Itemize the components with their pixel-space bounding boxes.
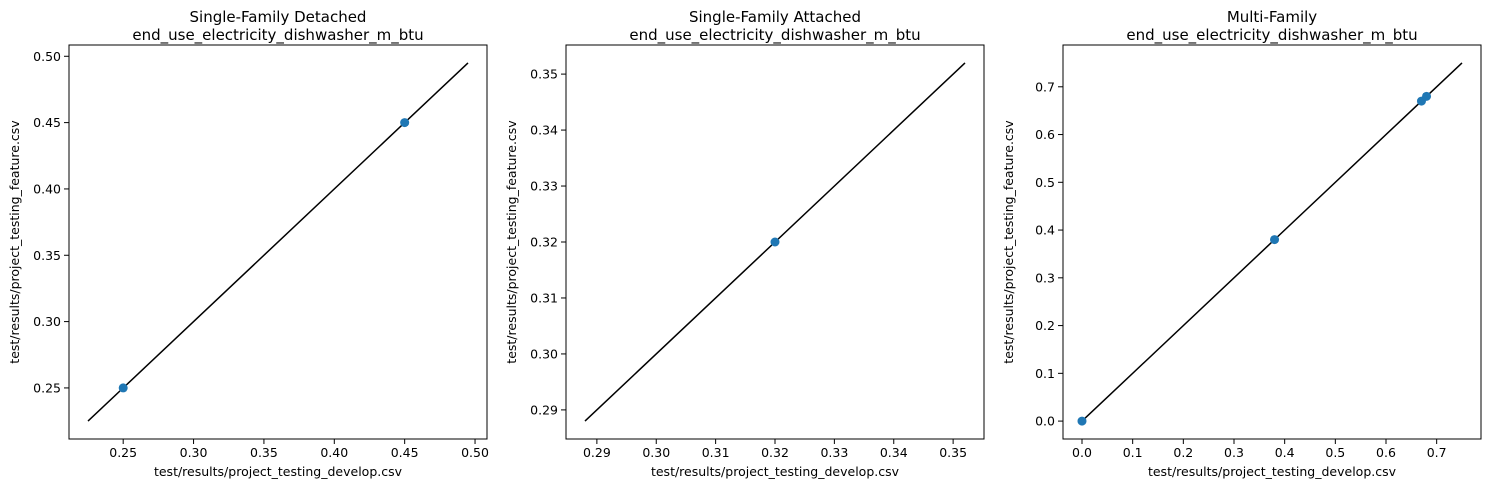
subplot-3: Multi-Familyend_use_electricity_dishwash… (1001, 8, 1482, 479)
y-tick-label: 0.35 (530, 67, 558, 82)
x-tick-label: 0.35 (250, 445, 278, 460)
y-tick-label: 0.50 (33, 49, 61, 64)
y-tick-label: 0.29 (530, 402, 558, 417)
y-tick-label: 0.7 (1035, 79, 1055, 94)
y-axis-label: test/results/project_testing_feature.csv (1001, 120, 1016, 364)
x-tick-label: 0.35 (939, 445, 967, 460)
y-tick-label: 0.30 (530, 346, 558, 361)
y-tick-label: 0.40 (33, 181, 61, 196)
data-point (400, 118, 410, 128)
x-tick-label: 0.7 (1427, 445, 1447, 460)
y-axis-label: test/results/project_testing_feature.csv (504, 120, 519, 364)
chart-title: Multi-Family (1227, 8, 1317, 26)
x-tick-label: 0.29 (583, 445, 611, 460)
x-tick-label: 0.2 (1173, 445, 1193, 460)
x-tick-label: 0.4 (1275, 445, 1295, 460)
data-point (770, 237, 780, 247)
y-tick-label: 0.33 (530, 179, 558, 194)
y-tick-label: 0.25 (33, 380, 61, 395)
chart-subtitle: end_use_electricity_dishwasher_m_btu (1126, 26, 1417, 45)
y-tick-label: 0.30 (33, 314, 61, 329)
x-tick-label: 0.3 (1224, 445, 1244, 460)
x-axis-label: test/results/project_testing_develop.csv (651, 464, 900, 479)
axes-frame (68, 44, 488, 440)
x-tick-label: 0.1 (1123, 445, 1143, 460)
y-tick-label: 0.2 (1035, 318, 1055, 333)
data-point (118, 383, 128, 393)
x-tick-label: 0.30 (642, 445, 670, 460)
x-tick-label: 0.40 (320, 445, 348, 460)
x-tick-label: 0.25 (109, 445, 137, 460)
x-tick-label: 0.30 (180, 445, 208, 460)
subplot-2: Single-Family Attachedend_use_electricit… (504, 8, 985, 479)
y-tick-label: 0.31 (530, 290, 558, 305)
y-tick-label: 0.6 (1035, 127, 1055, 142)
chart-title: Single-Family Attached (689, 8, 861, 26)
y-tick-label: 0.5 (1035, 175, 1055, 190)
y-tick-label: 0.0 (1035, 414, 1055, 429)
y-tick-label: 0.34 (530, 123, 558, 138)
subplot-1: Single-Family Detachedend_use_electricit… (7, 8, 489, 479)
x-tick-label: 0.6 (1376, 445, 1396, 460)
x-axis-label: test/results/project_testing_develop.csv (154, 464, 403, 479)
y-tick-label: 0.35 (33, 248, 61, 263)
y-tick-label: 0.3 (1035, 270, 1055, 285)
x-tick-label: 0.32 (761, 445, 789, 460)
chart-title: Single-Family Detached (190, 8, 367, 26)
chart-subtitle: end_use_electricity_dishwasher_m_btu (132, 26, 423, 45)
y-tick-label: 0.32 (530, 235, 558, 250)
y-tick-label: 0.4 (1035, 223, 1055, 238)
x-tick-label: 0.5 (1325, 445, 1345, 460)
chart-subtitle: end_use_electricity_dishwasher_m_btu (629, 26, 920, 45)
x-tick-label: 0.50 (461, 445, 489, 460)
identity-line (87, 62, 469, 422)
axes-frame (1062, 44, 1482, 440)
data-point (1270, 235, 1280, 245)
data-point (1422, 91, 1432, 101)
x-tick-label: 0.34 (880, 445, 908, 460)
x-axis-label: test/results/project_testing_develop.csv (1148, 464, 1397, 479)
x-tick-label: 0.45 (391, 445, 419, 460)
data-point (1077, 416, 1087, 426)
y-tick-label: 0.1 (1035, 366, 1055, 381)
y-axis-label: test/results/project_testing_feature.csv (7, 120, 22, 364)
x-tick-label: 0.0 (1072, 445, 1092, 460)
y-tick-label: 0.45 (33, 115, 61, 130)
x-tick-label: 0.33 (820, 445, 848, 460)
x-tick-label: 0.31 (702, 445, 730, 460)
